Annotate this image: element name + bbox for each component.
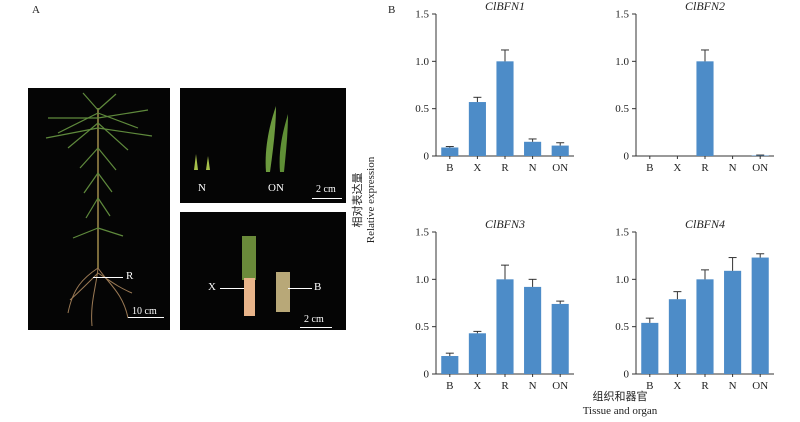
y-axis-label-en: Relative expression [365,156,377,244]
bar [724,270,742,374]
y-tick-label: 0.5 [415,103,429,115]
y-tick-label: 1.5 [415,9,429,21]
root-label: R [126,270,134,282]
seedling-illustration [45,92,153,327]
bar [696,61,714,157]
y-tick-label: 1.5 [415,227,429,239]
bar [641,322,659,374]
needle-photo: N ON 2 cm [180,88,346,203]
y-tick-label: 1.0 [615,56,629,68]
y-tick-label: 0.5 [415,321,429,333]
scale-bar-needle [312,198,342,199]
chart-title: ClBFN4 [685,217,725,231]
scale-bar-10cm [128,317,164,318]
bar [668,299,686,374]
x-tick-label: ON [552,380,568,392]
scale-bar-stem-label: 2 cm [304,314,324,325]
x-axis-label: 组织和器官 Tissue and organ [520,390,720,418]
scale-bar-10cm-label: 10 cm [132,306,157,317]
x-tick-label: X [673,380,681,392]
y-tick-label: 1.0 [415,56,429,68]
stem-section-illustration [242,236,290,316]
bark-label: B [314,281,322,293]
needle-illustration [194,106,288,172]
y-tick-label: 1.5 [615,227,629,239]
x-tick-label: R [501,380,509,392]
x-tick-label: R [501,162,509,174]
x-tick-label: N [729,162,737,174]
scale-bar-stem [300,327,332,328]
x-tick-label: ON [552,162,568,174]
bar [696,279,714,374]
bar [496,279,514,374]
x-tick-label: N [529,380,537,392]
x-tick-label: B [446,380,453,392]
x-tick-label: X [473,162,481,174]
bar [441,356,459,374]
old-needle-label: ON [268,182,284,194]
x-tick-label: ON [752,162,768,174]
panel-a-label: A [32,4,40,16]
bark-arrow [288,288,312,289]
y-tick-label: 1.0 [415,274,429,286]
bar [524,286,542,374]
y-tick-label: 0 [624,369,630,381]
chart-title: ClBFN1 [485,0,525,13]
bar [551,303,569,374]
x-axis-label-en: Tissue and organ [582,405,658,417]
y-axis-label-cn: 相对表达量 [352,172,364,228]
x-tick-label: N [529,162,537,174]
seedling-photo: R 10 cm [28,88,170,330]
y-tick-label: 0 [424,369,430,381]
x-tick-label: B [446,162,453,174]
y-tick-label: 0 [624,151,630,163]
bar [441,147,459,156]
y-tick-label: 0 [424,151,430,163]
x-tick-label: R [701,162,709,174]
root-arrow [93,277,123,278]
bar [524,141,542,156]
x-tick-label: ON [752,380,768,392]
chart-title: ClBFN2 [685,0,725,13]
x-tick-label: N [729,380,737,392]
bar [468,102,486,156]
x-tick-label: B [646,162,653,174]
y-tick-label: 0.5 [615,321,629,333]
chart-title: ClBFN3 [485,217,525,231]
xylem-arrow [220,288,244,289]
y-tick-label: 1.0 [615,274,629,286]
bar [468,333,486,374]
scale-bar-needle-label: 2 cm [316,184,336,195]
y-tick-label: 0.5 [615,103,629,115]
panel-b-label: B [388,4,396,16]
x-tick-label: X [473,380,481,392]
x-axis-label-cn: 组织和器官 [592,391,648,403]
stem-section-photo: X B 2 cm [180,212,346,330]
bar [551,145,569,156]
x-tick-label: B [646,380,653,392]
x-tick-label: X [673,162,681,174]
x-tick-label: R [701,380,709,392]
xylem-label: X [208,281,216,293]
bar [496,61,514,157]
y-tick-label: 1.5 [615,9,629,21]
needle-label: N [198,182,206,194]
bar [751,257,769,374]
